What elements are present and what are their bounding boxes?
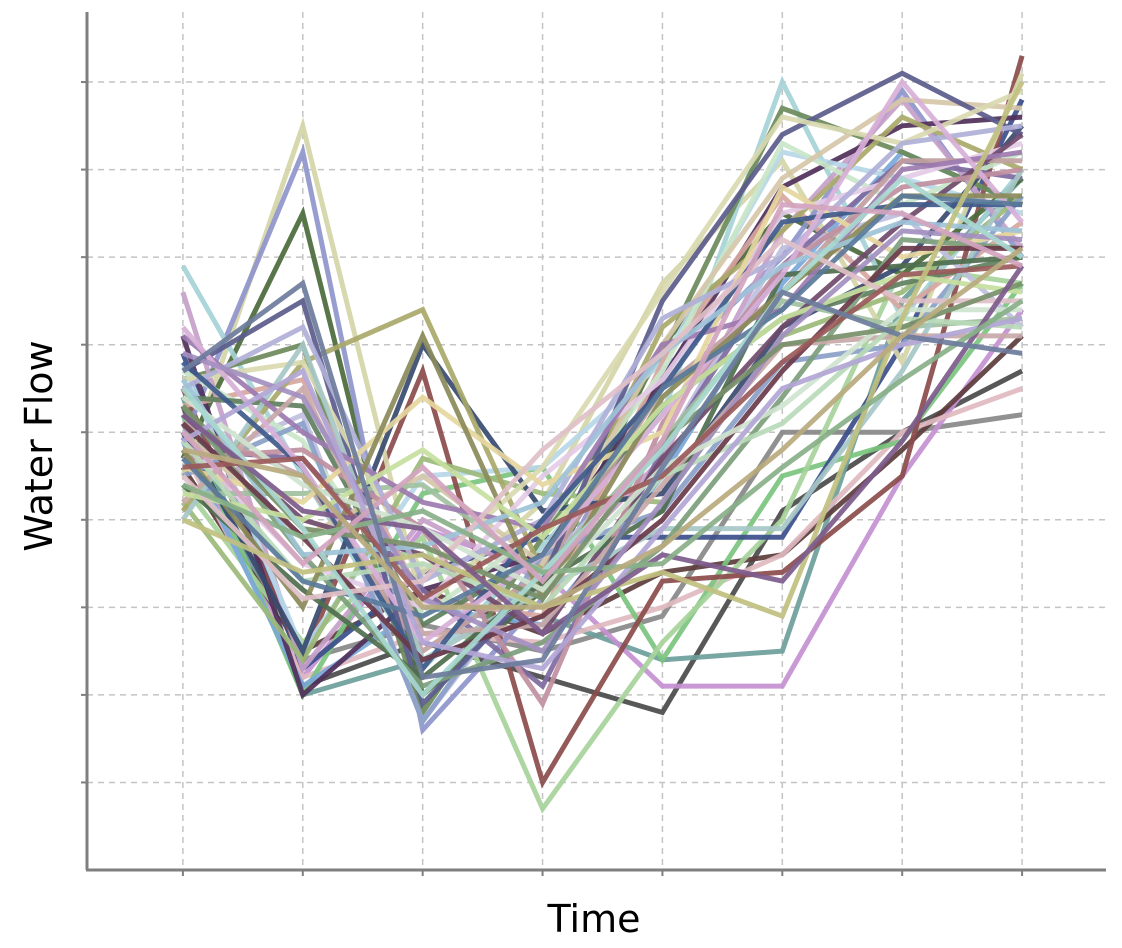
axes <box>85 12 1106 872</box>
series-line-57 <box>182 263 1023 602</box>
series-line-42 <box>181 149 1023 532</box>
series-line-3 <box>180 176 1024 698</box>
x-axis-label: Time <box>547 897 641 941</box>
series-line-39 <box>181 123 1023 585</box>
series-line-64 <box>182 246 1024 610</box>
series-line-30 <box>181 194 1025 727</box>
series-line-63 <box>181 279 1023 681</box>
series-line-62 <box>181 201 1024 585</box>
series-line-11 <box>180 55 1025 789</box>
series-line-9 <box>180 98 1025 673</box>
series-line-45 <box>181 315 1023 611</box>
series-line-52 <box>181 307 1023 593</box>
series-line-59 <box>181 80 1025 620</box>
series-lines <box>180 55 1025 814</box>
series-line-53 <box>181 193 1023 619</box>
series-line-60 <box>181 264 1025 637</box>
y-axis-label: Water Flow <box>17 340 61 551</box>
